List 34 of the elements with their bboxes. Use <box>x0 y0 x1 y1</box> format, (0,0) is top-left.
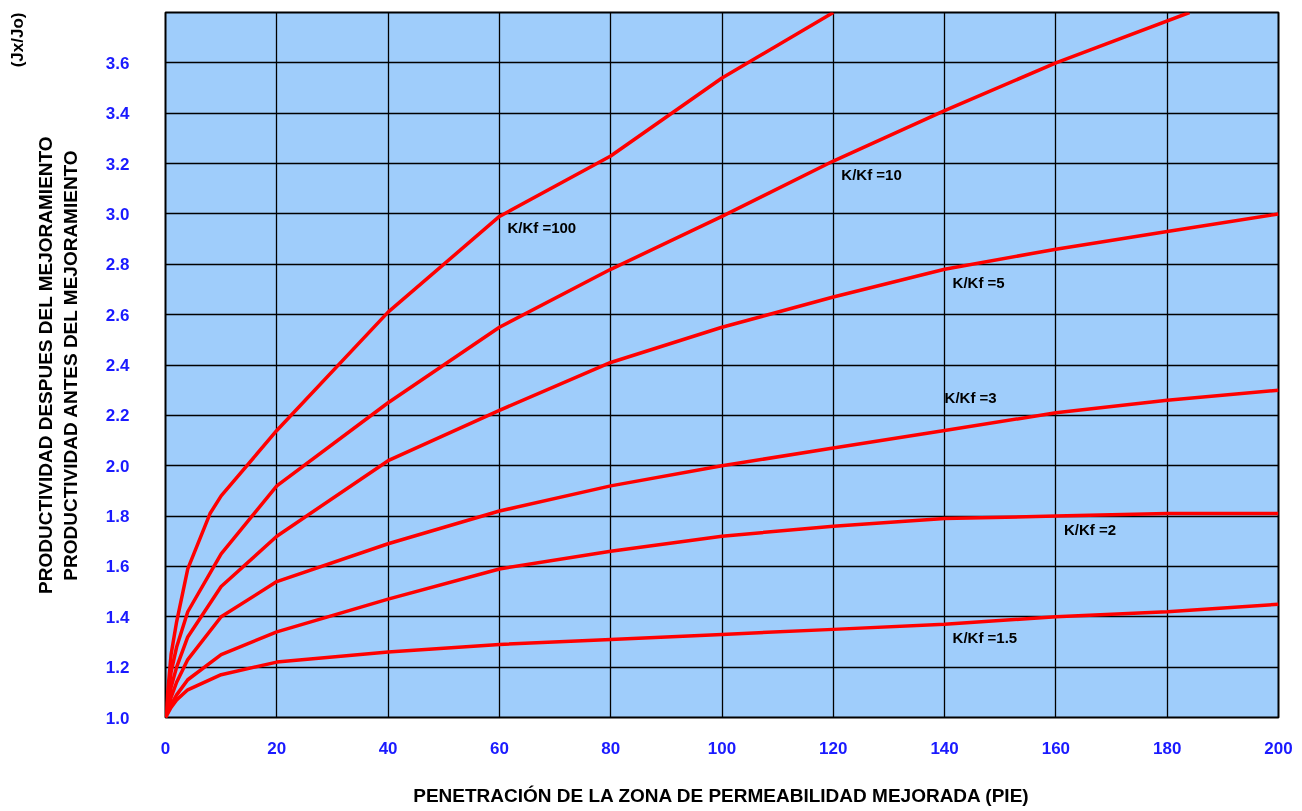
series-label: K/Kf =100 <box>507 219 577 237</box>
x-axis-title: PENETRACIÓN DE LA ZONA DE PERMEABILIDAD MEJORADA (PIE) <box>413 784 1029 806</box>
y-tick-label: 3.2 <box>105 154 130 174</box>
x-tick-label: 200 <box>1264 738 1293 758</box>
y-axis-title: PRODUCTIVIDAD DESPUES DEL MEJORAMIENTO PRODUCTIVIDAD ANTES DEL MEJORAMIENTO <box>34 136 81 594</box>
y-tick-label: 2.2 <box>105 406 130 426</box>
series-label: K/Kf =10 <box>841 166 902 184</box>
y-tick-label: 2.8 <box>105 255 130 275</box>
x-tick-label: 60 <box>489 738 509 758</box>
x-tick-label: 40 <box>378 738 398 758</box>
y-tick-label: 1.2 <box>105 658 130 678</box>
x-tick-label: 0 <box>160 738 171 758</box>
y-tick-label: 1.6 <box>105 557 130 577</box>
y-tick-label: 2.4 <box>105 356 131 375</box>
series-label: K/Kf =3 <box>944 389 997 407</box>
y-tick-label: 3.0 <box>105 204 130 224</box>
series-label: K/Kf =5 <box>952 274 1005 292</box>
x-tick-label: 160 <box>1041 738 1071 758</box>
x-tick-label: 140 <box>930 738 959 758</box>
y-tick-label: 3.4 <box>105 104 131 124</box>
y-tick-label: 2.6 <box>105 305 130 325</box>
series-label: K/Kf =2 <box>1063 521 1117 539</box>
x-tick-label: 100 <box>707 738 737 758</box>
text: (Jx/Jo) <box>7 12 27 68</box>
y-tick-label: 3.6 <box>105 53 130 73</box>
x-tick-label: 80 <box>601 738 621 758</box>
x-tick-label: 180 <box>1153 738 1182 758</box>
y-tick-label: 1.4 <box>105 607 131 627</box>
x-tick-label: 20 <box>267 738 287 758</box>
y-tick-label: 2.0 <box>105 456 130 476</box>
y-tick-label: 1.0 <box>105 708 130 728</box>
series-label: K/Kf =1.5 <box>952 629 1018 647</box>
y-tick-label: 1.8 <box>105 507 130 527</box>
x-tick-label: 120 <box>819 738 848 758</box>
